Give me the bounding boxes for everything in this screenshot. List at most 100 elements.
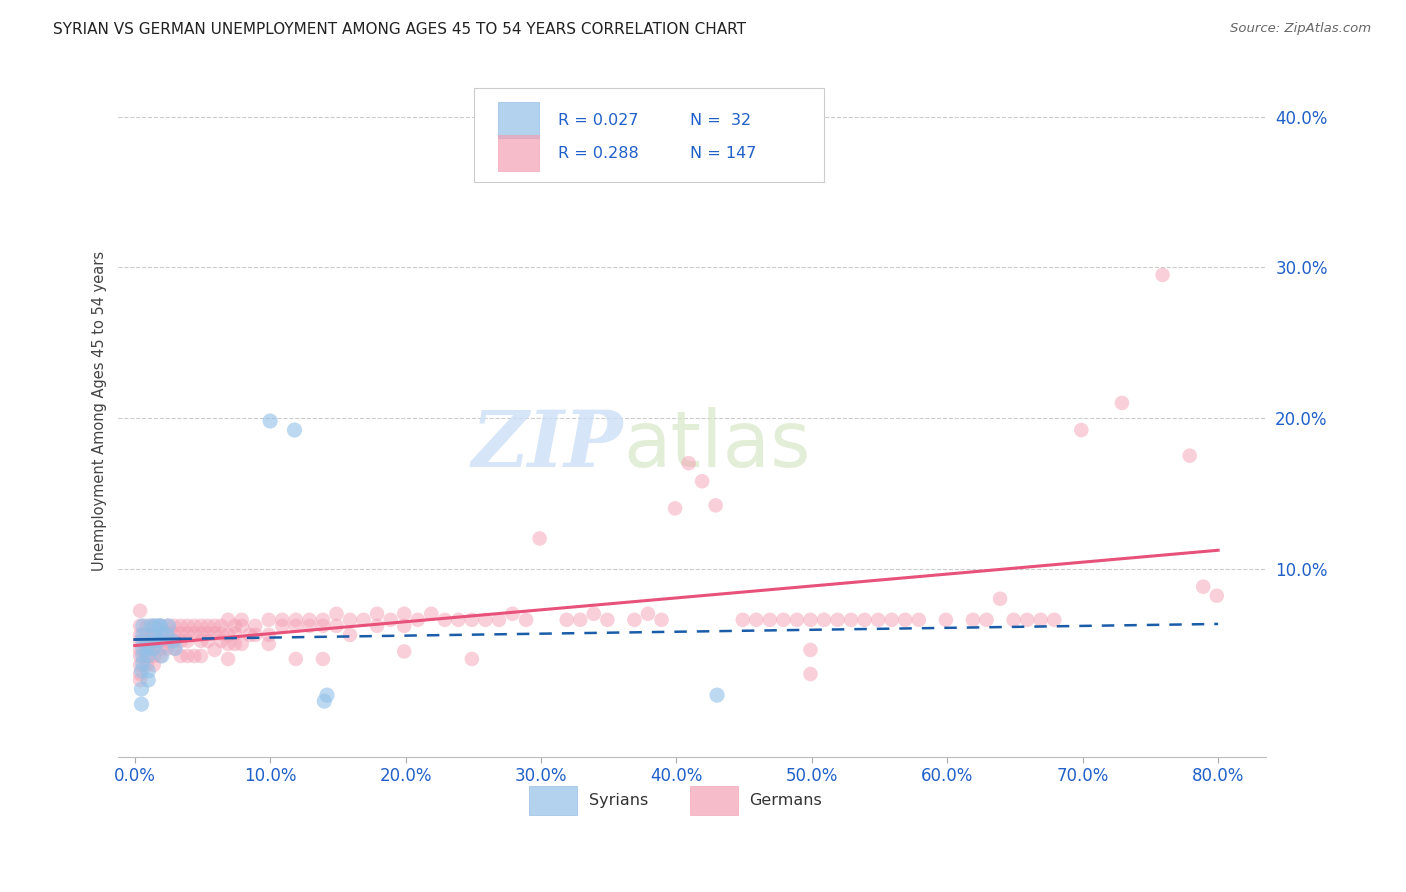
Point [176,633,198,648]
Point [163,633,186,648]
Point [569,613,592,627]
Point [183,626,205,640]
Point [156,633,179,648]
Point [162,633,184,648]
FancyBboxPatch shape [498,103,540,138]
Point [156,626,179,640]
Point [312,613,335,627]
Point [392,607,415,621]
Point [380,613,402,627]
Point [786,613,808,627]
Point [170,648,193,663]
Point [759,613,782,627]
FancyBboxPatch shape [498,136,540,171]
Point [1017,613,1039,627]
Point [406,613,429,627]
Point [197,626,219,640]
Point [165,641,187,656]
Point [772,613,794,627]
Point [461,613,484,627]
Point [129,643,152,657]
Point [136,673,159,687]
Point [176,648,198,663]
Point [149,648,172,663]
Point [135,619,157,633]
Point [298,619,321,633]
Point [745,613,768,627]
Point [245,628,267,642]
Point [149,626,172,640]
Point [339,613,361,627]
FancyBboxPatch shape [474,88,824,182]
Point [142,658,165,673]
Point [488,613,510,627]
Text: R = 0.288: R = 0.288 [558,146,638,161]
Point [135,633,157,648]
Point [170,626,193,640]
Point [224,637,246,651]
Point [366,607,388,621]
Point [474,613,496,627]
Point [209,626,232,640]
Point [149,619,172,633]
Point [839,613,862,627]
Point [163,626,186,640]
Point [283,423,305,437]
Point [231,613,253,627]
Point [150,648,173,663]
Point [353,613,375,627]
Point [131,697,153,711]
Point [678,456,700,470]
Point [461,652,484,666]
Point [962,613,984,627]
Point [827,613,849,627]
Point [132,619,155,633]
Point [190,626,212,640]
Point [1192,580,1215,594]
Point [132,641,155,656]
Text: ZIP: ZIP [471,407,623,483]
Point [502,607,524,621]
Point [129,667,152,681]
Y-axis label: Unemployment Among Ages 45 to 54 years: Unemployment Among Ages 45 to 54 years [93,251,107,571]
Point [176,626,198,640]
Point [129,628,152,642]
Point [284,619,307,633]
Point [204,619,226,633]
Point [204,643,226,657]
Point [170,633,193,648]
Point [1178,449,1201,463]
Text: R = 0.027: R = 0.027 [558,112,638,128]
Point [143,633,166,648]
Point [131,664,153,678]
Point [163,619,186,633]
Point [1070,423,1092,437]
Point [142,619,165,633]
Point [420,607,443,621]
Point [976,613,998,627]
Point [1205,589,1227,603]
Point [217,613,239,627]
Point [799,667,821,681]
Point [217,628,239,642]
Point [149,641,172,656]
Point [149,619,172,633]
Point [868,613,890,627]
Point [224,619,246,633]
Point [325,607,347,621]
Point [183,648,205,663]
Point [284,652,307,666]
Point [623,613,645,627]
Point [142,641,165,656]
Point [157,619,180,633]
Point [190,648,212,663]
Point [366,619,388,633]
Text: atlas: atlas [623,407,811,483]
Text: SYRIAN VS GERMAN UNEMPLOYMENT AMONG AGES 45 TO 54 YEARS CORRELATION CHART: SYRIAN VS GERMAN UNEMPLOYMENT AMONG AGES… [53,22,747,37]
Point [894,613,917,627]
Point [129,619,152,633]
Point [1043,613,1066,627]
Point [257,613,280,627]
Point [664,501,686,516]
Point [690,475,713,489]
